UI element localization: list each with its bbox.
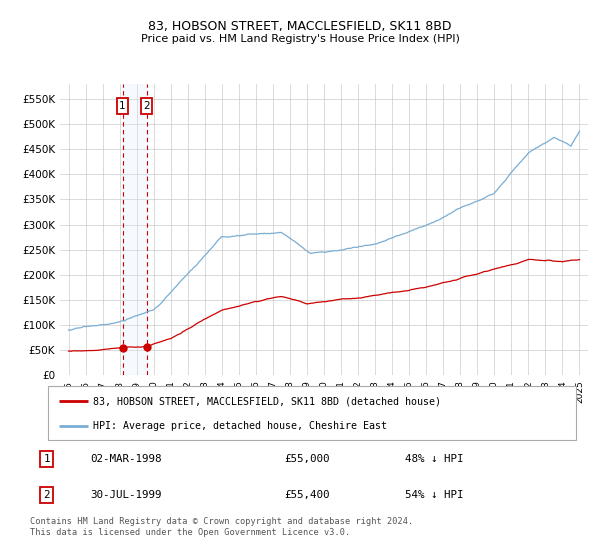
Text: HPI: Average price, detached house, Cheshire East: HPI: Average price, detached house, Ches…	[93, 421, 387, 431]
Text: 83, HOBSON STREET, MACCLESFIELD, SK11 8BD (detached house): 83, HOBSON STREET, MACCLESFIELD, SK11 8B…	[93, 396, 441, 407]
Text: Contains HM Land Registry data © Crown copyright and database right 2024.
This d: Contains HM Land Registry data © Crown c…	[30, 517, 413, 536]
Bar	[122, 84, 146, 375]
Text: 2: 2	[43, 491, 50, 501]
Text: £55,000: £55,000	[284, 454, 329, 464]
Text: 30-JUL-1999: 30-JUL-1999	[91, 491, 162, 501]
Text: 83, HOBSON STREET, MACCLESFIELD, SK11 8BD: 83, HOBSON STREET, MACCLESFIELD, SK11 8B…	[148, 20, 452, 32]
FancyBboxPatch shape	[48, 386, 576, 440]
Text: 1: 1	[119, 101, 126, 111]
Text: 54% ↓ HPI: 54% ↓ HPI	[406, 491, 464, 501]
Text: 48% ↓ HPI: 48% ↓ HPI	[406, 454, 464, 464]
Text: 1: 1	[43, 454, 50, 464]
Text: 2: 2	[143, 101, 150, 111]
Text: Price paid vs. HM Land Registry's House Price Index (HPI): Price paid vs. HM Land Registry's House …	[140, 34, 460, 44]
Text: £55,400: £55,400	[284, 491, 329, 501]
Text: 02-MAR-1998: 02-MAR-1998	[91, 454, 162, 464]
